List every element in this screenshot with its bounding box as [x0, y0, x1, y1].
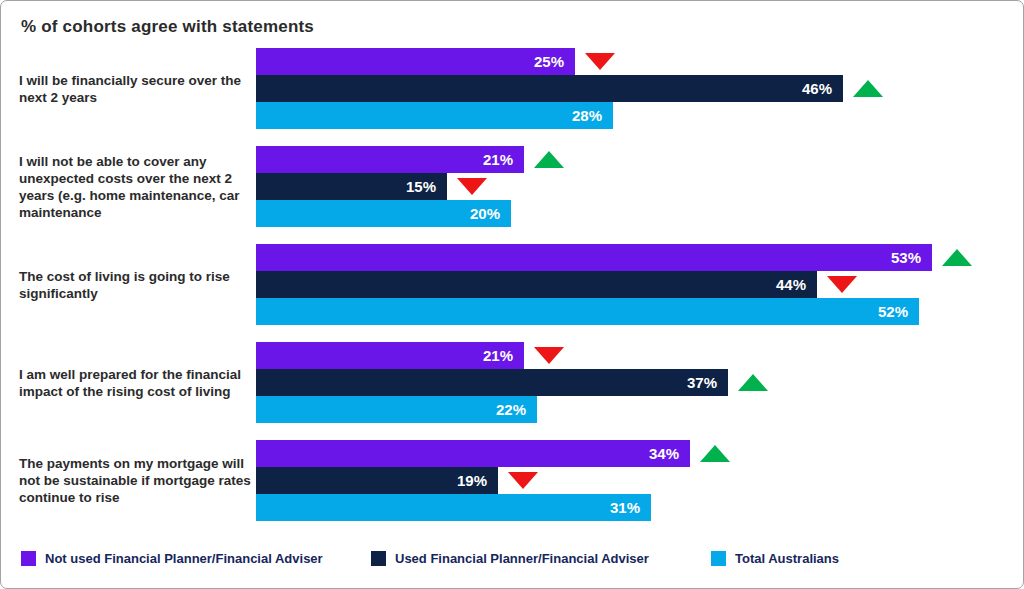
value-label: 21% [483, 151, 513, 168]
bar: 52% [256, 298, 919, 325]
bar: 22% [256, 396, 537, 423]
trend-down-icon [585, 53, 615, 70]
legend-item-used-adviser: Used Financial Planner/Financial Adviser [371, 548, 649, 568]
trend-up-icon [942, 249, 972, 266]
legend-label: Not used Financial Planner/Financial Adv… [45, 551, 323, 566]
category-label: The payments on my mortgage will not be … [19, 440, 254, 521]
trend-up-icon [534, 151, 564, 168]
value-label: 20% [470, 205, 500, 222]
bar-group: The cost of living is going to rise sign… [1, 244, 1023, 325]
bar: 21% [256, 342, 524, 369]
legend-item-not-used-adviser: Not used Financial Planner/Financial Adv… [21, 548, 323, 568]
chart-title: % of cohorts agree with statements [21, 17, 314, 37]
category-label: I am well prepared for the financial imp… [19, 342, 254, 423]
bar: 20% [256, 200, 511, 227]
bar: 28% [256, 102, 613, 129]
value-label: 46% [802, 80, 832, 97]
value-label: 21% [483, 347, 513, 364]
bar: 25% [256, 48, 575, 75]
category-label: I will not be able to cover any unexpect… [19, 146, 254, 227]
trend-down-icon [827, 276, 857, 293]
trend-down-icon [457, 178, 487, 195]
bar: 31% [256, 494, 651, 521]
trend-up-icon [700, 445, 730, 462]
trend-down-icon [508, 472, 538, 489]
value-label: 34% [649, 445, 679, 462]
value-label: 15% [406, 178, 436, 195]
value-label: 53% [891, 249, 921, 266]
bar: 21% [256, 146, 524, 173]
bar-group: The payments on my mortgage will not be … [1, 440, 1023, 521]
value-label: 31% [610, 499, 640, 516]
value-label: 28% [572, 107, 602, 124]
value-label: 22% [496, 401, 526, 418]
value-label: 37% [687, 374, 717, 391]
legend: Not used Financial Planner/Financial Adv… [1, 548, 1023, 568]
value-label: 25% [534, 53, 564, 70]
legend-item-total-australians: Total Australians [711, 548, 839, 568]
bar: 37% [256, 369, 728, 396]
trend-up-icon [738, 374, 768, 391]
bar: 53% [256, 244, 932, 271]
legend-swatch-blue-icon [711, 551, 726, 566]
bar-group: I will be financially secure over the ne… [1, 48, 1023, 129]
category-label: I will be financially secure over the ne… [19, 48, 254, 129]
bar: 44% [256, 271, 817, 298]
trend-down-icon [534, 347, 564, 364]
legend-label: Total Australians [735, 551, 839, 566]
legend-label: Used Financial Planner/Financial Adviser [395, 551, 649, 566]
chart-panel: % of cohorts agree with statements I wil… [0, 0, 1024, 589]
value-label: 44% [776, 276, 806, 293]
bar-group: I will not be able to cover any unexpect… [1, 146, 1023, 227]
bar: 46% [256, 75, 843, 102]
value-label: 19% [457, 472, 487, 489]
legend-swatch-navy-icon [371, 551, 386, 566]
bar: 34% [256, 440, 690, 467]
trend-up-icon [853, 80, 883, 97]
bar: 15% [256, 173, 447, 200]
value-label: 52% [878, 303, 908, 320]
legend-swatch-purple-icon [21, 551, 36, 566]
category-label: The cost of living is going to rise sign… [19, 244, 254, 325]
bar-chart: I will be financially secure over the ne… [1, 48, 1023, 523]
bar: 19% [256, 467, 498, 494]
bar-group: I am well prepared for the financial imp… [1, 342, 1023, 423]
